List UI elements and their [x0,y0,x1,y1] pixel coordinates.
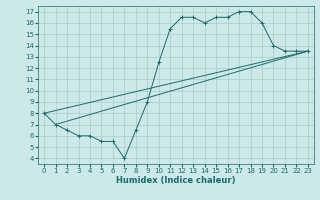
X-axis label: Humidex (Indice chaleur): Humidex (Indice chaleur) [116,176,236,185]
